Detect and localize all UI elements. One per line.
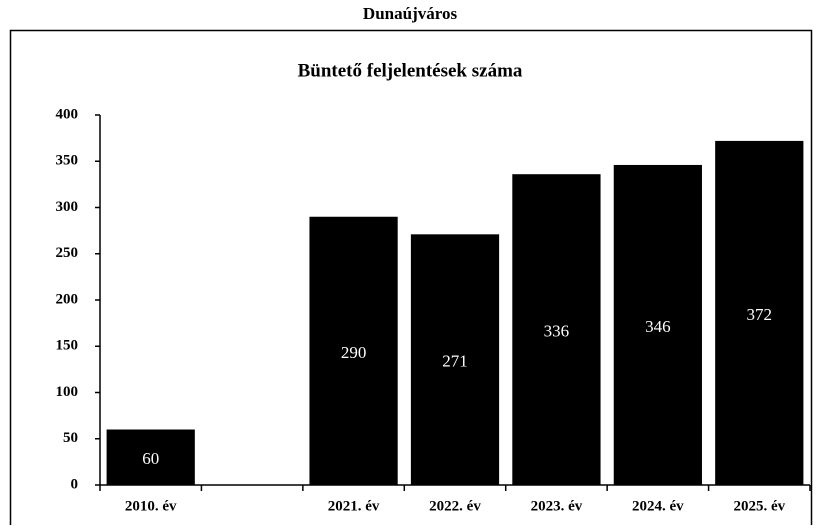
bar xyxy=(512,174,601,485)
bar xyxy=(106,429,195,485)
chart-title: Dunaújváros xyxy=(363,4,458,23)
data-label: 346 xyxy=(645,317,671,336)
x-tick-label: 2024. év xyxy=(632,498,684,514)
data-label: 60 xyxy=(142,449,159,468)
x-tick-label: 2021. év xyxy=(328,498,380,514)
x-tick-label: 2010. év xyxy=(125,498,177,514)
x-tick-label: 2022. év xyxy=(429,498,481,514)
y-tick-label: 200 xyxy=(56,291,79,307)
y-tick-label: 50 xyxy=(63,430,78,446)
x-tick-label: 2025. év xyxy=(733,498,785,514)
y-tick-label: 0 xyxy=(71,476,79,492)
y-tick-label: 250 xyxy=(56,245,79,261)
chart-frame xyxy=(9,29,813,530)
y-tick-label: 100 xyxy=(56,384,79,400)
data-label: 271 xyxy=(442,352,468,371)
y-tick-label: 300 xyxy=(56,199,79,215)
data-label: 336 xyxy=(544,322,570,341)
bar xyxy=(309,216,398,485)
data-label: 290 xyxy=(341,343,367,362)
bar xyxy=(410,234,500,485)
bar xyxy=(715,140,804,485)
y-tick-label: 150 xyxy=(56,338,79,354)
bar xyxy=(613,164,702,485)
chart-subtitle: Büntető feljelentések száma xyxy=(298,60,523,81)
y-tick-label: 400 xyxy=(56,106,79,122)
y-tick-label: 350 xyxy=(56,153,79,169)
x-tick-label: 2023. év xyxy=(531,498,583,514)
data-label: 372 xyxy=(747,305,773,324)
